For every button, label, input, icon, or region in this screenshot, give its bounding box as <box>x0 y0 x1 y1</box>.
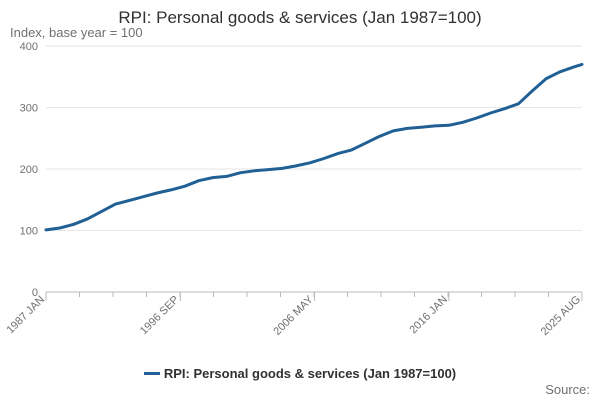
series-layer <box>44 62 584 232</box>
x-tick-label: 2025 AUG <box>539 294 583 338</box>
x-tick-label: 2016 JAN <box>407 294 450 337</box>
gridlines <box>46 45 582 231</box>
source-label: Source: <box>545 382 590 397</box>
series-line[interactable] <box>44 62 584 232</box>
x-axis-ticks: 1987 JAN 1996 SEP 2006 MAY 2016 JAN 2025 AUG <box>4 292 583 338</box>
y-tick-label: 100 <box>20 226 38 238</box>
y-tick-label: 400 <box>20 41 38 53</box>
y-axis-ticks: 0 100 200 300 400 <box>20 41 38 299</box>
legend-label: RPI: Personal goods & services (Jan 1987… <box>163 366 457 381</box>
y-axis-label: Index, base year = 100 <box>10 25 143 40</box>
y-tick-label: 300 <box>20 103 38 115</box>
y-tick-label: 0 <box>32 287 38 299</box>
x-tick-label: 1996 SEP <box>138 294 182 338</box>
x-tick-label: 1987 JAN <box>4 294 47 337</box>
chart-title: RPI: Personal goods & services (Jan 1987… <box>118 8 482 27</box>
legend[interactable]: RPI: Personal goods & services (Jan 1987… <box>0 366 600 381</box>
legend-swatch <box>143 372 160 376</box>
y-tick-label: 200 <box>20 164 38 176</box>
x-tick-label: 2006 MAY <box>271 293 316 338</box>
